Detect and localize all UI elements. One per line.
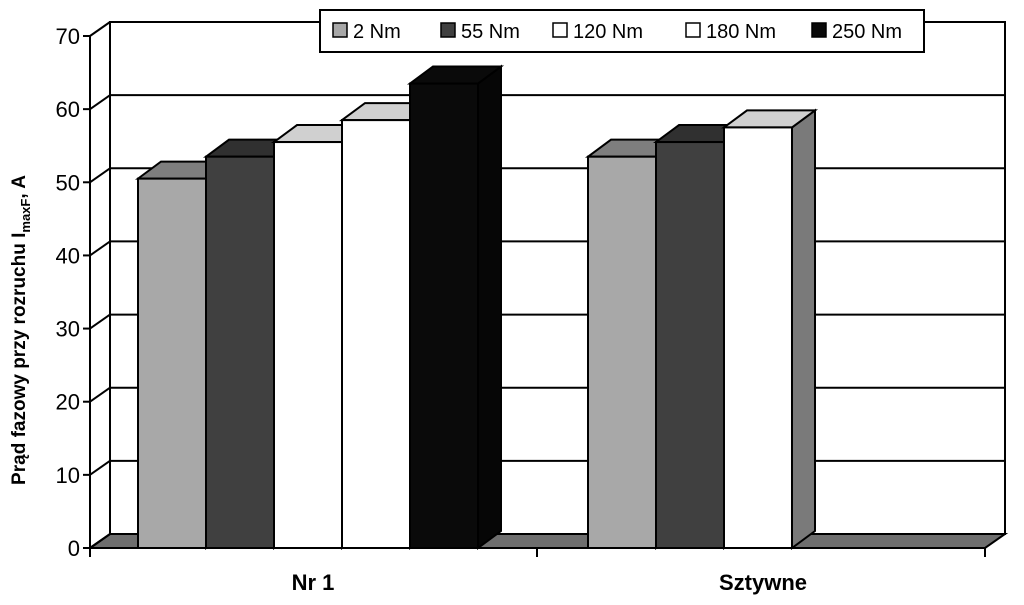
bar-front <box>587 155 657 550</box>
gridline-side <box>89 313 111 330</box>
legend-swatch <box>552 22 568 38</box>
legend-item: 2 Nm <box>332 21 401 43</box>
gridline-side <box>89 240 111 257</box>
legend-item: 180 Nm <box>685 21 776 43</box>
gridline-side <box>89 386 111 403</box>
y-axis-label: Prąd fazowy przy rozruchu ImaxF, A <box>9 175 33 485</box>
legend-item: 120 Nm <box>552 21 643 43</box>
y-tick-label: 30 <box>56 317 80 342</box>
y-tick-label: 10 <box>56 463 80 488</box>
gridline-side <box>89 460 111 476</box>
legend-swatch <box>440 22 456 38</box>
legend-item: 55 Nm <box>440 21 520 43</box>
legend-box <box>319 9 925 53</box>
y-tick-label: 60 <box>56 97 80 122</box>
gridline-side <box>89 21 111 37</box>
gridline-side <box>89 94 111 110</box>
legend: 2 Nm 55 Nm 120 Nm 180 Nm 250 Nm <box>319 9 925 53</box>
gridline-side <box>89 167 111 184</box>
bar-front <box>137 177 207 549</box>
y-tick-label: 20 <box>56 390 80 415</box>
y-tick-label: 40 <box>56 243 80 268</box>
legend-swatch <box>332 22 348 38</box>
bar-front <box>341 119 411 549</box>
legend-label: 120 Nm <box>573 21 643 43</box>
y-tick-label: 50 <box>56 170 80 195</box>
legend-swatch <box>685 22 701 38</box>
y-tick-label: 0 <box>68 536 80 561</box>
bar-front <box>723 126 793 550</box>
legend-item: 250 Nm <box>811 21 902 43</box>
x-axis: Nr 1 Sztywne <box>89 547 986 595</box>
x-category-label: Nr 1 <box>292 570 335 595</box>
bar <box>720 108 819 550</box>
bar-side <box>477 64 502 550</box>
bar-side <box>791 108 816 550</box>
legend-label: 2 Nm <box>353 21 401 43</box>
bar-front <box>409 82 479 550</box>
bars <box>134 64 819 550</box>
x-category-label: Sztywne <box>719 570 807 595</box>
y-axis: 0 10 20 30 40 50 60 70 <box>56 22 111 561</box>
legend-swatch <box>811 22 827 38</box>
y-tick-label: 70 <box>56 24 80 49</box>
bar-front <box>655 141 725 550</box>
legend-label: 180 Nm <box>706 21 776 43</box>
bar <box>406 64 505 550</box>
bar-front <box>273 141 343 550</box>
legend-label: 55 Nm <box>461 21 520 43</box>
gridline-side <box>89 533 111 549</box>
bar-front <box>205 155 275 550</box>
legend-label: 250 Nm <box>832 21 902 43</box>
